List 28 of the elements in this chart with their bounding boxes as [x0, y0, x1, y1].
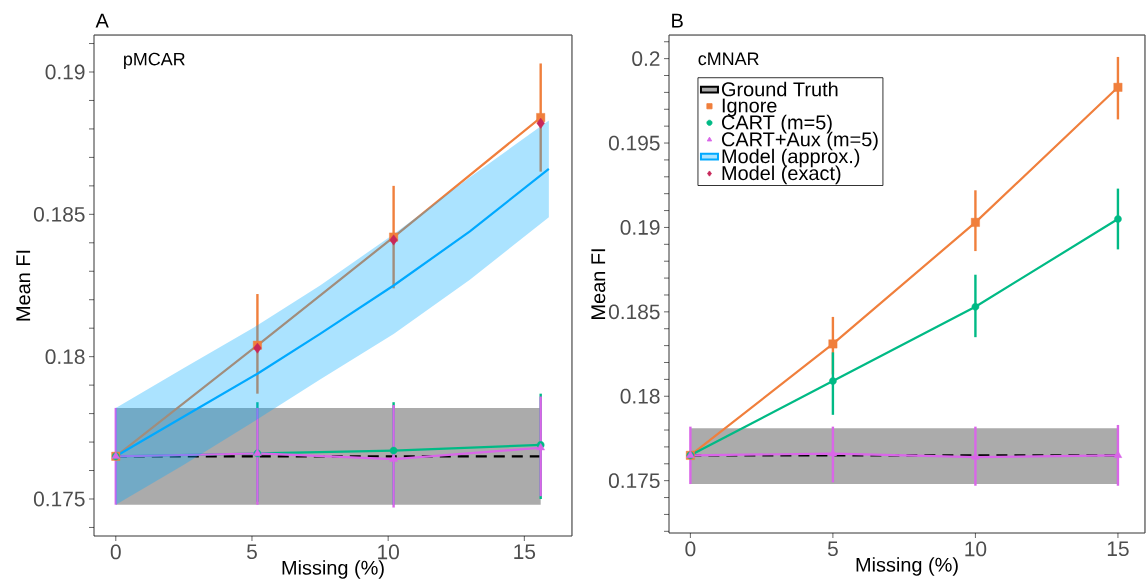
y-tick-label: 0.2	[632, 51, 660, 67]
y-tick-label: 0.18	[45, 349, 85, 365]
y-tick-label: 0.175	[33, 491, 85, 507]
chart-title: A	[95, 13, 109, 28]
x-tick-label: 15	[514, 544, 536, 560]
annotation: pMCAR	[124, 52, 185, 69]
y-tick-label: 0.18	[620, 388, 660, 404]
y-tick-label: 0.175	[608, 473, 660, 489]
y-tick-label: 0.185	[33, 206, 85, 222]
x-tick-label: 10	[965, 541, 987, 557]
x-tick-label: 10	[378, 544, 399, 560]
legend-label: Ignore	[722, 98, 777, 117]
x-tick-label: 5	[827, 541, 838, 557]
x-tick-label: 0	[110, 544, 121, 560]
chart-title: B	[672, 13, 683, 28]
y-tick-label: 0.19	[620, 220, 660, 235]
x-axis-title: Missing (%)	[856, 557, 958, 576]
x-tick-label: 5	[247, 544, 257, 560]
y-axis-title: Mean FI	[16, 250, 31, 321]
y-tick-label: 0.185	[608, 304, 660, 320]
y-tick-label: 0.195	[608, 135, 660, 151]
annotation: cMNAR	[698, 52, 759, 66]
y-axis-title: Mean FI	[591, 249, 606, 319]
legend-label: Ground Truth	[721, 81, 838, 97]
y-tick-label: 0.19	[45, 64, 85, 80]
x-tick-label: 15	[1107, 541, 1129, 557]
x-tick-label: 0	[685, 541, 696, 557]
x-axis-title: Missing (%)	[282, 560, 384, 579]
